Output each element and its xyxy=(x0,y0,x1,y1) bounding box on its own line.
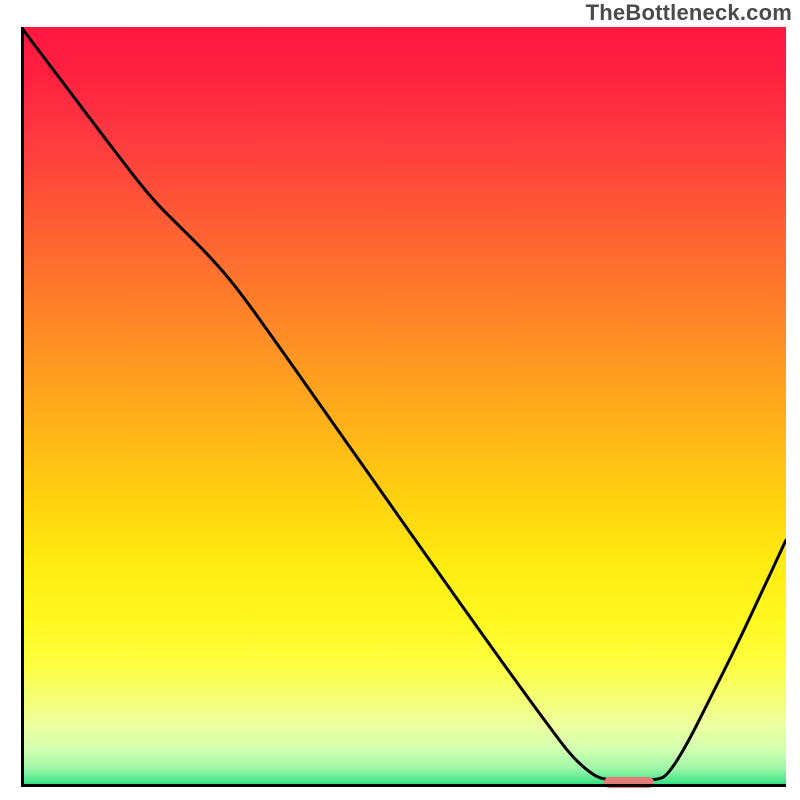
chart-stage: TheBottleneck.com xyxy=(0,0,800,800)
bottleneck-curve-chart xyxy=(21,27,786,787)
watermark-text: TheBottleneck.com xyxy=(586,0,792,26)
gradient-background xyxy=(21,27,786,787)
optimal-range-marker xyxy=(604,777,654,788)
